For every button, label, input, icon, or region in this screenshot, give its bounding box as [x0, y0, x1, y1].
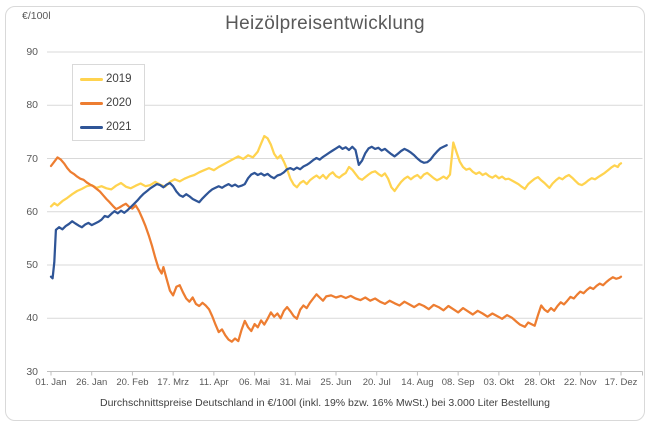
- legend-swatch-2021: [80, 125, 103, 129]
- legend-label-2019: 2019: [106, 73, 132, 85]
- x-tick-label: 17. Mrz: [157, 377, 189, 388]
- series-line-2021: [49, 144, 448, 280]
- x-tick-label: 28. Okt: [524, 377, 555, 388]
- legend-swatch-2020: [80, 101, 103, 105]
- x-tick-label: 17. Dez: [604, 377, 638, 388]
- y-tick-label: 40: [26, 312, 38, 325]
- legend-item-2020: 2020: [80, 91, 144, 115]
- y-tick-label: 30: [26, 365, 38, 378]
- x-tick-label: 25. Jun: [320, 377, 352, 388]
- legend-swatch-2019: [80, 77, 103, 81]
- x-tick-label: 20. Feb: [116, 377, 149, 388]
- x-tick-label: 14. Aug: [401, 377, 434, 388]
- x-tick-label: 08. Sep: [441, 377, 475, 388]
- series-line-2020: [49, 156, 623, 343]
- chart-title: Heizölpreisentwicklung: [225, 13, 425, 34]
- legend: 2019 2020 2021: [72, 64, 145, 141]
- legend-item-2019: 2019: [80, 67, 144, 91]
- series-line-2019: [49, 134, 623, 208]
- legend-item-2021: 2021: [80, 115, 144, 139]
- y-axis-unit-label: €/100l: [22, 10, 51, 22]
- y-tick-label: 80: [26, 99, 38, 112]
- x-tick-label: 20. Jul: [362, 377, 391, 388]
- x-tick-label: 31. Mai: [279, 377, 311, 388]
- y-tick-label: 90: [26, 46, 38, 58]
- x-tick-label: 06. Mai: [238, 377, 271, 388]
- x-tick-label: 01. Jan: [35, 377, 67, 388]
- x-tick-label: 22. Nov: [563, 377, 597, 388]
- x-tick-label: 11. Apr: [199, 377, 229, 388]
- legend-label-2020: 2020: [106, 97, 132, 109]
- legend-label-2021: 2021: [106, 121, 132, 133]
- x-tick-label: 26. Jan: [76, 377, 108, 388]
- x-tick-label: 03. Okt: [483, 377, 515, 388]
- chart-subtitle: Durchschnittspreise Deutschland in €/100…: [100, 397, 550, 409]
- y-tick-label: 50: [26, 259, 38, 271]
- y-tick-label: 70: [26, 152, 38, 165]
- y-tick-label: 60: [26, 205, 38, 218]
